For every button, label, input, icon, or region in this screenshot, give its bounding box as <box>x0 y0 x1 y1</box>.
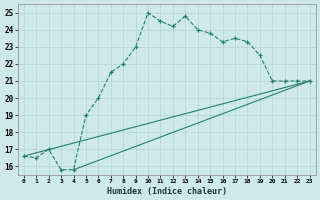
X-axis label: Humidex (Indice chaleur): Humidex (Indice chaleur) <box>107 187 227 196</box>
